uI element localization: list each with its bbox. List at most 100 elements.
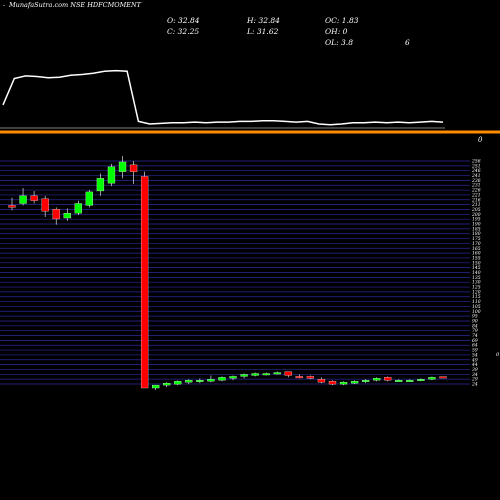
candle-down bbox=[328, 381, 337, 385]
top-right-label: 0 bbox=[478, 136, 483, 144]
y-tick-label: 59 bbox=[472, 348, 478, 354]
y-tick-label: 95 bbox=[472, 314, 478, 320]
y-tick-label: 39 bbox=[472, 367, 478, 373]
y-tick-label: 160 bbox=[472, 251, 481, 257]
y-tick-label: 140 bbox=[472, 270, 481, 276]
y-tick-label: 200 bbox=[471, 212, 481, 218]
y-tick-label: 135 bbox=[472, 275, 481, 281]
y-tick-label: 256 bbox=[471, 159, 481, 165]
y-tick-label: 145 bbox=[472, 265, 481, 271]
candle-down bbox=[52, 209, 60, 220]
y-tick-label: 74 bbox=[472, 333, 478, 339]
candle-down bbox=[439, 376, 447, 379]
y-tick-label: 155 bbox=[472, 255, 481, 261]
high-value: H: 32.84 bbox=[246, 16, 280, 25]
y-tick-label: 175 bbox=[472, 236, 481, 242]
candle-down bbox=[317, 379, 326, 383]
y-tick-label: 100 bbox=[472, 309, 481, 315]
low-value: L: 31.62 bbox=[246, 27, 279, 36]
candle-up bbox=[163, 383, 171, 386]
y-axis-ticks: 2562512462412362312262212162112052001951… bbox=[471, 159, 481, 388]
candle-down bbox=[8, 205, 16, 208]
y-tick-label: 54 bbox=[472, 352, 478, 358]
candle-up bbox=[74, 203, 82, 214]
candle-down bbox=[129, 164, 138, 172]
y-tick-label: 29 bbox=[471, 377, 478, 383]
y-tick-label: 241 bbox=[471, 173, 481, 179]
y-tick-label: 165 bbox=[472, 246, 481, 252]
candle-up bbox=[218, 377, 226, 381]
candle-up bbox=[152, 384, 160, 389]
y-tick-label: 125 bbox=[472, 285, 481, 291]
candle-up bbox=[240, 374, 248, 377]
y-tick-label: 180 bbox=[472, 231, 481, 237]
candle-up bbox=[273, 372, 281, 375]
y-tick-label: 216 bbox=[471, 197, 481, 203]
candle-up bbox=[251, 373, 259, 376]
y-tick-label: 105 bbox=[472, 304, 481, 310]
y-tick-label: 84 bbox=[472, 323, 478, 329]
candle-up bbox=[185, 380, 193, 383]
y-tick-label: 90 bbox=[472, 318, 478, 324]
candle-up bbox=[361, 380, 370, 382]
candle-up bbox=[229, 376, 237, 379]
oi-value: OH: 0 bbox=[325, 27, 348, 36]
y-tick-label: 251 bbox=[471, 163, 481, 169]
y-tick-label: 236 bbox=[471, 178, 481, 184]
candle-up bbox=[350, 381, 359, 384]
candle-up bbox=[262, 373, 270, 376]
y-tick-label: 130 bbox=[472, 280, 481, 286]
y-tick-label: 211 bbox=[471, 202, 481, 208]
candle-up bbox=[118, 161, 127, 172]
candle-up bbox=[207, 379, 215, 382]
candle-up bbox=[196, 380, 204, 382]
candle-up bbox=[339, 382, 348, 385]
side-label: 0 bbox=[496, 352, 500, 358]
candle-down bbox=[41, 198, 49, 212]
header-marker: - bbox=[3, 1, 5, 9]
candle-up bbox=[406, 380, 414, 382]
y-tick-label: 246 bbox=[471, 168, 481, 174]
candle-down bbox=[284, 371, 292, 376]
candle-up bbox=[395, 380, 403, 382]
y-tick-label: 64 bbox=[472, 343, 478, 349]
candle-up bbox=[19, 195, 27, 204]
y-tick-label: 44 bbox=[471, 362, 478, 368]
y-tick-label: 195 bbox=[472, 217, 481, 223]
panel-separator bbox=[0, 130, 500, 134]
candle-up bbox=[373, 378, 381, 381]
price-gridlines bbox=[0, 160, 470, 385]
change-value: OC: 1.83 bbox=[325, 16, 359, 25]
candle-up bbox=[107, 166, 116, 184]
candle-down bbox=[295, 376, 303, 379]
y-tick-label: 34 bbox=[472, 372, 478, 378]
candle-up bbox=[63, 213, 71, 219]
y-tick-label: 221 bbox=[471, 192, 481, 198]
y-tick-label: 205 bbox=[471, 207, 481, 213]
y-tick-label: 69 bbox=[472, 338, 478, 344]
candle-down bbox=[384, 377, 392, 381]
y-tick-label: 170 bbox=[472, 241, 481, 247]
candle-up bbox=[96, 178, 105, 192]
y-tick-label: 24 bbox=[471, 382, 478, 388]
chart-title: MunafaSutra.com NSE HDFCMOMENT bbox=[8, 1, 142, 9]
y-tick-label: 226 bbox=[471, 188, 481, 194]
y-tick-label: 120 bbox=[472, 289, 481, 295]
extra-value: 6 bbox=[405, 38, 410, 47]
y-tick-label: 231 bbox=[471, 183, 481, 189]
y-tick-label: 79 bbox=[472, 328, 478, 334]
candle-up bbox=[417, 379, 425, 381]
y-tick-label: 185 bbox=[472, 226, 481, 232]
candle-down bbox=[306, 376, 315, 379]
y-tick-label: 190 bbox=[472, 222, 481, 228]
candle-up bbox=[428, 377, 436, 380]
ol-value: OL: 3.8 bbox=[325, 38, 353, 47]
y-tick-label: 115 bbox=[472, 294, 481, 300]
volume-line bbox=[2, 69, 444, 126]
y-tick-label: 110 bbox=[472, 299, 481, 305]
candlesticks bbox=[8, 156, 447, 390]
y-tick-label: 150 bbox=[472, 260, 481, 266]
close-value: C: 32.25 bbox=[167, 27, 199, 36]
open-value: O: 32.84 bbox=[167, 16, 200, 25]
